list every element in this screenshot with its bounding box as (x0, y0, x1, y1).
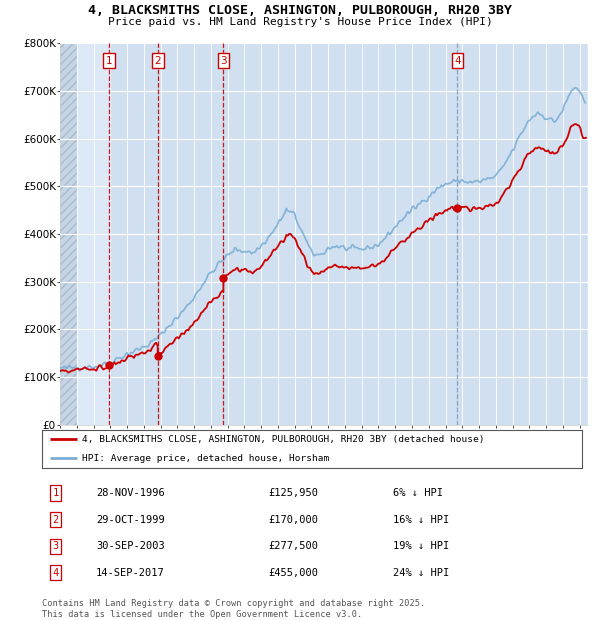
Text: £125,950: £125,950 (269, 488, 319, 498)
Text: £170,000: £170,000 (269, 515, 319, 525)
Text: 3: 3 (52, 541, 59, 551)
Text: 29-OCT-1999: 29-OCT-1999 (96, 515, 165, 525)
Text: 28-NOV-1996: 28-NOV-1996 (96, 488, 165, 498)
Text: 1: 1 (106, 56, 112, 66)
Text: 19% ↓ HPI: 19% ↓ HPI (393, 541, 449, 551)
Bar (158, 43, 223, 425)
Bar (109, 43, 158, 425)
Bar (457, 43, 586, 425)
Text: 6% ↓ HPI: 6% ↓ HPI (393, 488, 443, 498)
Text: 4: 4 (52, 568, 59, 578)
Text: 2: 2 (154, 56, 161, 66)
Text: 16% ↓ HPI: 16% ↓ HPI (393, 515, 449, 525)
Text: 3: 3 (220, 56, 227, 66)
Text: Price paid vs. HM Land Registry's House Price Index (HPI): Price paid vs. HM Land Registry's House … (107, 17, 493, 27)
Text: £455,000: £455,000 (269, 568, 319, 578)
Bar (60, 43, 77, 425)
Text: 4: 4 (454, 56, 461, 66)
Text: 2: 2 (52, 515, 59, 525)
Bar (223, 43, 457, 425)
Text: 14-SEP-2017: 14-SEP-2017 (96, 568, 165, 578)
Text: 4, BLACKSMITHS CLOSE, ASHINGTON, PULBOROUGH, RH20 3BY: 4, BLACKSMITHS CLOSE, ASHINGTON, PULBORO… (88, 4, 512, 17)
Text: £277,500: £277,500 (269, 541, 319, 551)
Text: HPI: Average price, detached house, Horsham: HPI: Average price, detached house, Hors… (83, 454, 330, 463)
Text: 1: 1 (52, 488, 59, 498)
Text: 24% ↓ HPI: 24% ↓ HPI (393, 568, 449, 578)
Text: 30-SEP-2003: 30-SEP-2003 (96, 541, 165, 551)
Text: Contains HM Land Registry data © Crown copyright and database right 2025.
This d: Contains HM Land Registry data © Crown c… (42, 600, 425, 619)
Text: 4, BLACKSMITHS CLOSE, ASHINGTON, PULBOROUGH, RH20 3BY (detached house): 4, BLACKSMITHS CLOSE, ASHINGTON, PULBORO… (83, 435, 485, 444)
